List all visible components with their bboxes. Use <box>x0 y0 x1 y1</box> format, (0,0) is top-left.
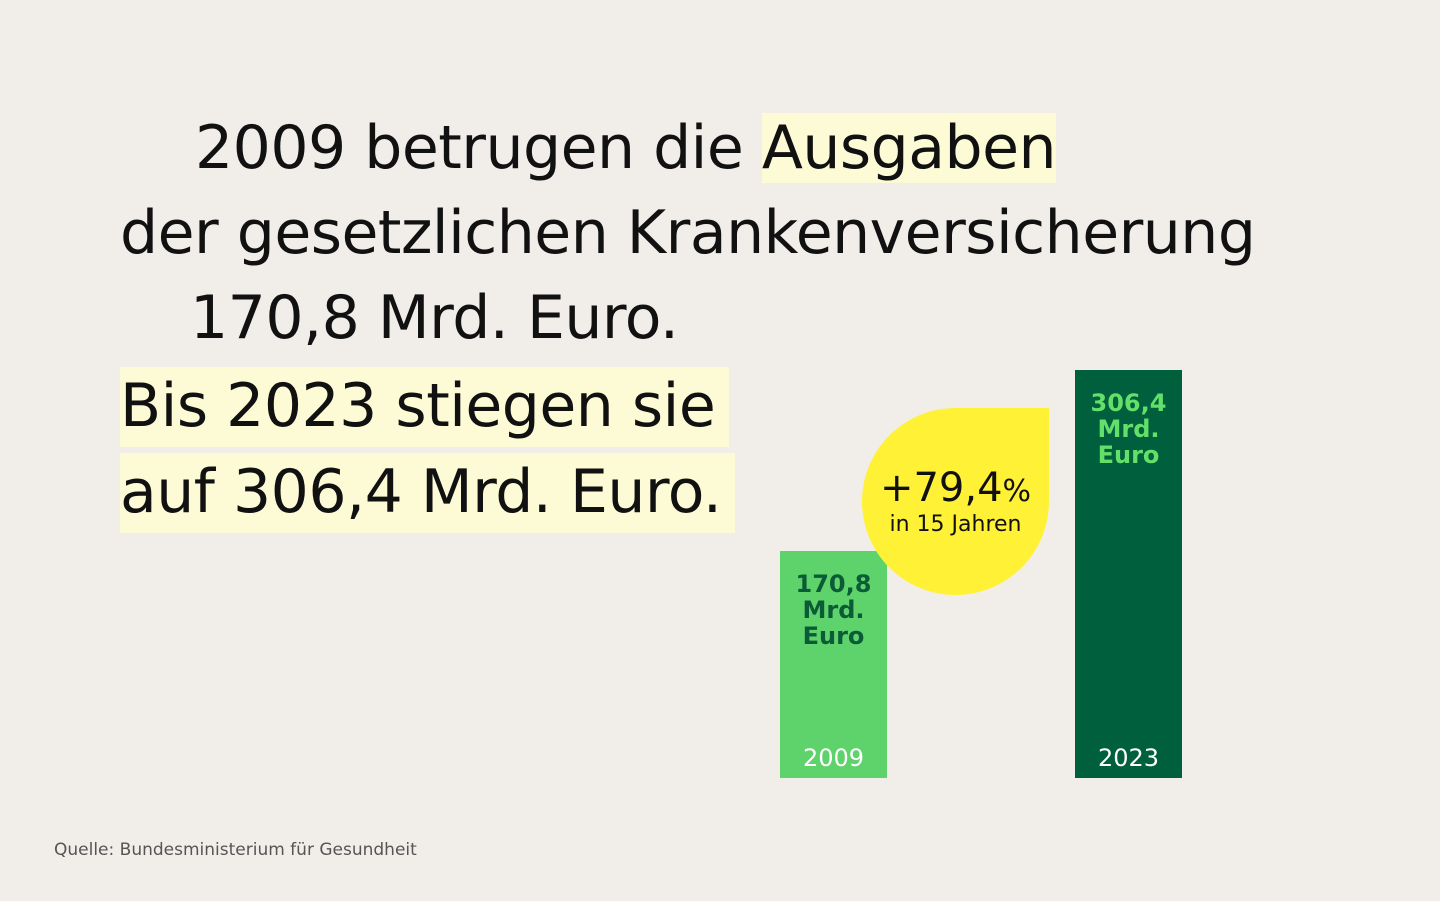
headline-line-4-text: Bis 2023 stiegen sie <box>120 367 730 447</box>
growth-unit: % <box>1002 474 1032 509</box>
headline-line-5: auf 306,4 Mrd. Euro. <box>120 453 736 533</box>
bar-value-line: Euro <box>802 622 865 650</box>
bar-year-label-2009: 2009 <box>802 744 865 772</box>
headline-highlight-ausgaben: Ausgaben <box>761 113 1057 183</box>
growth-callout: +79,4% in 15 Jahren <box>862 408 1049 595</box>
headline-line-2: der gesetzlichen Krankenversicherung <box>120 198 1256 268</box>
growth-sign: + <box>879 465 914 511</box>
bar-value-line: Mrd. <box>1097 415 1160 443</box>
bar-value-line: 306,4 <box>1090 389 1167 417</box>
headline-line-4: Bis 2023 stiegen sie <box>120 367 730 447</box>
growth-period: in 15 Jahren <box>889 512 1022 537</box>
growth-value: 79,4 <box>913 465 1003 511</box>
headline-line-3: 170,8 Mrd. Euro. <box>190 283 679 353</box>
bar-value-label-2023: 306,4 Mrd. Euro <box>1075 390 1182 468</box>
bar-value-label-2009: 170,8 Mrd. Euro <box>780 571 887 649</box>
growth-percent: +79,4% <box>862 466 1049 514</box>
bar-2023: 306,4 Mrd. Euro 2023 <box>1075 370 1182 778</box>
bar-year-label-2023: 2023 <box>1097 744 1160 772</box>
headline-line-1-text: 2009 betrugen die <box>195 113 762 183</box>
source-note: Quelle: Bundesministerium für Gesundheit <box>54 840 417 860</box>
bar-2009: 170,8 Mrd. Euro 2009 <box>780 551 887 778</box>
headline-line-1: 2009 betrugen die Ausgaben <box>195 112 1057 184</box>
bar-value-line: Euro <box>1097 441 1160 469</box>
bar-value-line: 170,8 <box>795 570 872 598</box>
headline-line-5-text: auf 306,4 Mrd. Euro. <box>120 453 736 533</box>
bar-value-line: Mrd. <box>802 596 865 624</box>
